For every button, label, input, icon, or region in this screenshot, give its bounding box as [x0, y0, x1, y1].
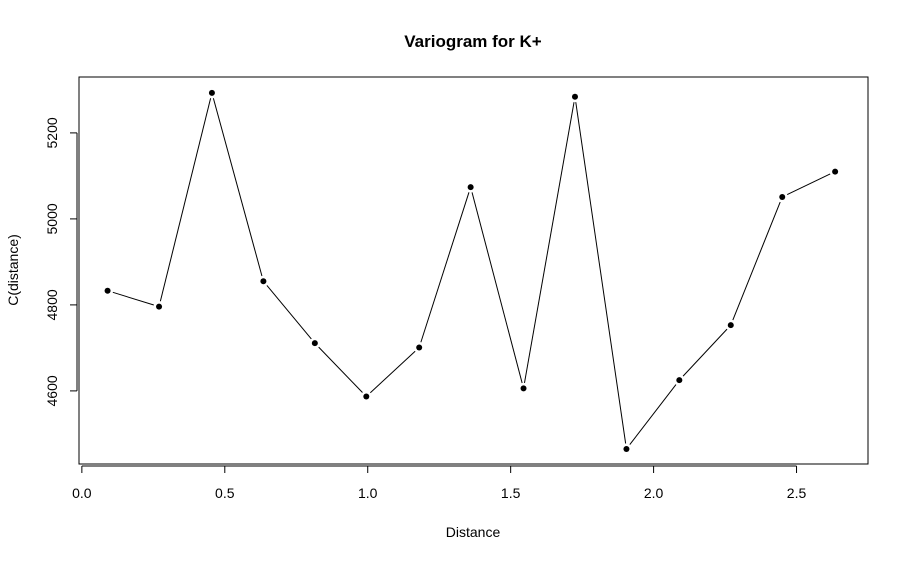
data-point	[467, 184, 474, 191]
x-axis-label: Distance	[446, 524, 501, 540]
data-point	[779, 193, 786, 200]
x-tick-label: 1.5	[501, 485, 521, 501]
data-point	[104, 287, 111, 294]
y-tick-label: 4800	[44, 289, 60, 320]
series-line-segment	[786, 173, 831, 196]
chart-title: Variogram for K+	[404, 32, 542, 51]
series-line-segment	[629, 384, 677, 445]
y-tick-label: 4600	[44, 375, 60, 406]
y-tick-label: 5000	[44, 203, 60, 234]
data-point	[311, 340, 318, 347]
series-line-segment	[420, 192, 470, 343]
data-point	[727, 322, 734, 329]
data-point	[571, 93, 578, 100]
data-point	[416, 344, 423, 351]
series-line-segment	[682, 328, 728, 377]
data-point	[676, 377, 683, 384]
y-axis-label: C(distance)	[5, 234, 21, 306]
data-point	[260, 278, 267, 285]
data-point	[520, 385, 527, 392]
y-tick-label: 5200	[44, 117, 60, 148]
x-tick-label: 2.5	[787, 485, 807, 501]
data-point	[363, 393, 370, 400]
series-line-segment	[159, 98, 212, 302]
x-axis: 0.0 0.5 1.0 1.5 2.0 2.5	[72, 465, 807, 501]
x-tick-label: 0.5	[215, 485, 235, 501]
series-line-segment	[732, 201, 781, 321]
series-line-segment	[471, 192, 523, 384]
series-line-segment	[523, 102, 575, 383]
series-line-segment	[112, 291, 154, 306]
data-point	[156, 303, 163, 310]
data-point	[208, 89, 215, 96]
series-line-segment	[318, 346, 363, 393]
data-point	[623, 445, 630, 452]
series-line-segment	[575, 102, 627, 444]
series-line-segment	[369, 350, 416, 394]
series-line-segment	[212, 98, 263, 277]
x-tick-label: 0.0	[72, 485, 92, 501]
series-line-segment	[266, 285, 312, 340]
data-point	[832, 168, 839, 175]
series-layer	[104, 89, 839, 452]
y-axis: 4600 4800 5000 5200	[44, 117, 78, 406]
x-tick-label: 1.0	[358, 485, 378, 501]
plot-frame	[78, 76, 869, 465]
x-tick-label: 2.0	[644, 485, 664, 501]
